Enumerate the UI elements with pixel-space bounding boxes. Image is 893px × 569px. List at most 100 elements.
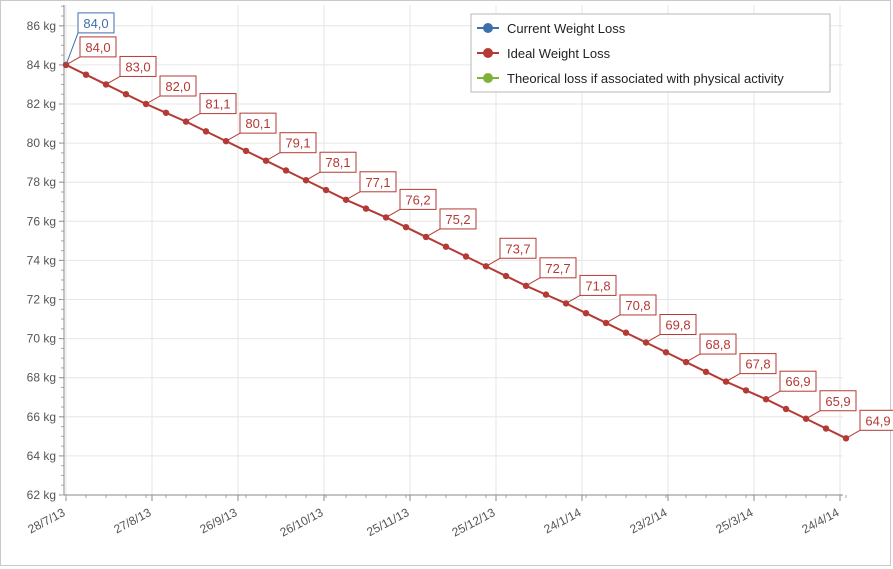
data-label-leader <box>425 228 441 238</box>
data-point <box>82 71 90 78</box>
data-label-leader <box>845 429 861 439</box>
data-label-leader <box>145 95 161 105</box>
y-tick-label: 86 kg <box>27 19 56 33</box>
data-label: 69,8 <box>665 318 690 333</box>
legend-entry-label: Ideal Weight Loss <box>507 46 611 61</box>
data-point <box>202 128 210 135</box>
data-label-box <box>739 353 777 375</box>
x-tick-label: 25/3/14 <box>713 505 755 536</box>
x-tick-label: 25/11/13 <box>364 505 411 539</box>
x-tick-label: 26/10/13 <box>278 505 326 539</box>
data-label: 84,0 <box>85 40 110 55</box>
data-label: 76,2 <box>405 192 430 207</box>
data-label-leader <box>65 32 79 66</box>
data-label-leader <box>645 334 661 343</box>
data-point <box>122 91 130 98</box>
data-label-box <box>399 188 437 210</box>
data-label: 70,8 <box>625 298 650 313</box>
data-label: 78,1 <box>325 155 350 170</box>
x-tick-label: 24/1/14 <box>541 505 583 536</box>
legend-entry-label: Theorical loss if associated with physic… <box>507 71 784 86</box>
y-tick-label: 62 kg <box>27 488 56 502</box>
data-label-box <box>199 93 237 115</box>
data-label-box <box>619 294 657 316</box>
data-label-leader <box>385 208 401 218</box>
data-point <box>362 205 370 212</box>
legend-swatch-marker <box>483 23 493 33</box>
data-label-leader <box>185 113 201 123</box>
y-tick-label: 66 kg <box>27 410 56 424</box>
data-label: 72,7 <box>545 261 570 276</box>
data-label-box <box>359 171 397 193</box>
y-tick-label: 74 kg <box>27 253 56 267</box>
y-tick-label: 76 kg <box>27 214 56 228</box>
data-label-box <box>659 314 697 336</box>
data-label: 81,1 <box>205 97 230 112</box>
data-label-leader <box>525 277 541 287</box>
data-label-box <box>439 208 477 230</box>
data-label: 77,1 <box>365 175 390 190</box>
data-label-box <box>77 12 115 34</box>
data-label-leader <box>765 390 781 400</box>
data-label-box <box>819 390 857 412</box>
y-tick-label: 72 kg <box>27 293 56 307</box>
data-label-box <box>779 370 817 392</box>
data-label-box <box>159 75 197 97</box>
data-point <box>502 272 510 280</box>
data-label-leader <box>305 171 321 181</box>
data-label-leader <box>345 191 361 201</box>
data-label-box <box>699 333 737 355</box>
data-label-box <box>539 257 577 279</box>
legend-swatch-marker <box>483 48 493 58</box>
data-label-leader <box>265 152 281 162</box>
data-point <box>622 329 630 336</box>
data-point <box>662 349 670 356</box>
data-point <box>442 243 450 250</box>
data-label: 67,8 <box>745 357 770 372</box>
data-label-leader <box>725 373 741 383</box>
data-label: 64,9 <box>865 413 890 428</box>
data-label: 66,9 <box>785 374 810 389</box>
data-point <box>282 167 290 174</box>
data-label: 80,1 <box>245 116 270 131</box>
data-point <box>702 368 710 376</box>
legend-swatch-marker <box>483 73 493 83</box>
data-label-leader <box>105 76 121 85</box>
data-label-box <box>279 132 317 154</box>
data-label-leader <box>805 410 821 420</box>
data-label-box <box>319 151 357 173</box>
data-point <box>462 253 470 260</box>
data-point <box>822 425 830 432</box>
data-point <box>742 387 750 394</box>
data-point <box>782 405 790 413</box>
data-label: 68,8 <box>705 337 730 352</box>
x-tick-label: 28/7/13 <box>25 505 67 536</box>
y-tick-label: 82 kg <box>27 97 56 111</box>
data-label-leader <box>565 294 581 304</box>
data-label: 79,1 <box>285 136 310 151</box>
y-tick-label: 70 kg <box>27 332 56 346</box>
x-tick-label: 26/9/13 <box>197 505 239 536</box>
series-line <box>65 64 847 440</box>
data-label-box <box>499 237 537 259</box>
data-label: 71,8 <box>585 278 610 293</box>
data-label-box <box>579 274 617 296</box>
data-label: 84,0 <box>83 16 108 31</box>
data-label: 83,0 <box>125 59 150 74</box>
data-label-leader <box>225 132 241 142</box>
data-point <box>162 109 170 116</box>
data-label: 82,0 <box>165 79 190 94</box>
data-point <box>402 223 410 231</box>
data-label: 75,2 <box>445 212 470 227</box>
data-label-leader <box>65 56 81 66</box>
data-point <box>582 309 590 317</box>
y-tick-label: 84 kg <box>27 58 56 72</box>
x-tick-label: 24/4/14 <box>799 505 841 536</box>
data-point <box>242 147 250 155</box>
data-label-leader <box>605 314 621 324</box>
y-tick-label: 64 kg <box>27 449 56 463</box>
data-point <box>322 186 330 194</box>
data-label-leader <box>485 257 501 267</box>
y-tick-label: 80 kg <box>27 136 56 150</box>
